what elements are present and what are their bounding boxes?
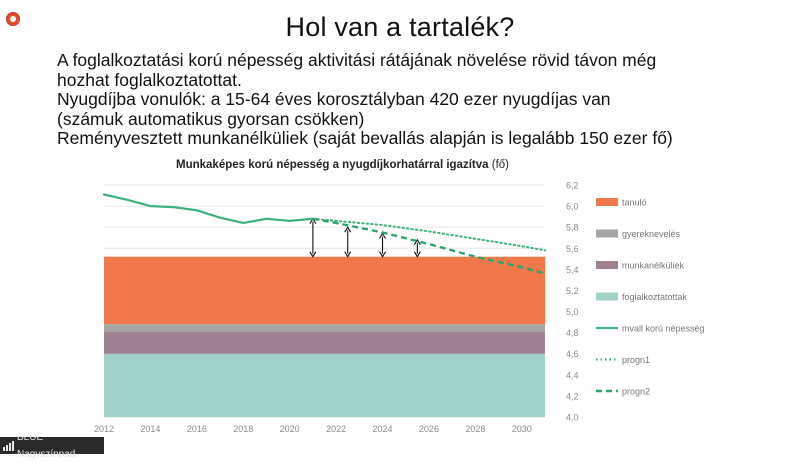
y-tick-label: 4,6	[566, 349, 579, 359]
x-tick-label: 2024	[373, 424, 393, 434]
x-tick-label: 2018	[233, 424, 253, 434]
x-tick-label: 2014	[140, 424, 160, 434]
y-tick-label: 4,8	[566, 328, 579, 338]
x-tick-label: 2020	[280, 424, 300, 434]
slide-title: Hol van a tartalék?	[285, 12, 515, 42]
chart-title-text: Munkaképes korú népesség a nyugdíjkorhat…	[176, 159, 489, 171]
arrow-head	[413, 251, 421, 258]
y-tick-label: 5,4	[566, 265, 579, 275]
x-tick-label: 2016	[187, 424, 207, 434]
legend-label: progn1	[622, 355, 650, 365]
legend-label: munkanélküliek	[622, 261, 685, 271]
x-tick-label: 2030	[512, 424, 532, 434]
area-munkanélküliek	[104, 331, 545, 354]
y-tick-label: 5,8	[566, 223, 579, 233]
x-tick-label: 2028	[465, 424, 485, 434]
legend-swatch	[596, 229, 618, 238]
legend-label: gyereknevelés	[622, 229, 681, 239]
bullet-line: (számuk automatikus gyorsan csökken)	[57, 108, 365, 129]
area-tanuló	[104, 256, 545, 325]
legend-swatch	[596, 292, 618, 301]
bullet-line: hozhat foglalkoztatottat.	[57, 69, 242, 90]
arrow-head	[379, 251, 386, 258]
status-bar: BLUE Nagyszínpad	[0, 432, 104, 460]
legend-label: mvall korú népesség	[622, 324, 705, 334]
arrow-head	[344, 251, 352, 258]
chart-title-unit: (fő)	[491, 159, 509, 171]
arrow-head	[309, 251, 317, 258]
x-tick-label: 2012	[94, 424, 114, 434]
y-tick-label: 4,4	[566, 370, 579, 380]
y-tick-label: 4,2	[566, 391, 579, 401]
arrow-head	[344, 226, 352, 233]
legend-label: progn2	[622, 387, 650, 397]
y-tick-label: 6,2	[566, 181, 579, 191]
legend-label: foglalkoztatottak	[622, 292, 688, 302]
legend-label: tanuló	[622, 198, 647, 208]
x-tick-label: 2026	[419, 424, 439, 434]
series-line-progn2	[312, 217, 546, 275]
status-bar-label: BLUE Nagyszínpad	[17, 431, 76, 460]
y-tick-label: 5,2	[566, 286, 579, 296]
chart-title: Munkaképes korú népesség a nyugdíjkorhat…	[176, 159, 509, 171]
arrow-head	[413, 238, 421, 246]
legend-swatch	[596, 261, 618, 269]
area-foglalkoztatottak	[104, 353, 545, 417]
slide-bullets: A foglalkoztatási korú népesség aktivitá…	[57, 50, 777, 149]
bullet-line: Reményvesztett munkanélküliek (saját bev…	[57, 128, 673, 148]
signal-bars-icon	[3, 440, 14, 451]
legend-swatch	[596, 198, 618, 206]
x-tick-label: 2022	[326, 424, 346, 434]
record-icon[interactable]	[7, 13, 19, 25]
series-line-mvall korú népesség	[102, 193, 314, 225]
bullet-line: Nyugdíjba vonulók: a 15-64 éves korosztá…	[57, 89, 611, 109]
y-tick-label: 6,0	[566, 202, 579, 212]
y-tick-label: 5,0	[566, 307, 579, 317]
y-tick-label: 4,0	[566, 413, 579, 423]
series-line-progn1	[311, 217, 546, 252]
y-tick-label: 5,6	[566, 244, 579, 254]
area-gyereknevelés	[104, 324, 545, 332]
bullet-line: A foglalkoztatási korú népesség aktivitá…	[57, 50, 657, 70]
